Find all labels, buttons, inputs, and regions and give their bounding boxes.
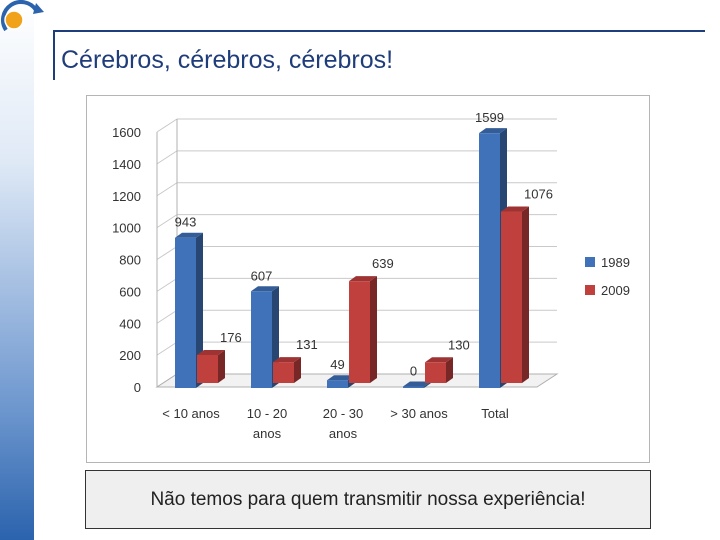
bar-1989 [327,380,348,388]
bar-side [424,381,431,388]
data-label: 49 [330,357,344,372]
bar-top [349,276,377,282]
bar-top [251,286,279,292]
caption-box: Não temos para quem transmitir nossa exp… [85,470,651,529]
bar-top [175,232,203,238]
y-tick-label: 400 [119,316,141,331]
bar-chart: 0 200 400 600 800 1000 1200 1400 1600 943 176 < 10 … [112,110,630,441]
gridline-side [156,246,178,260]
bar-top [403,381,431,387]
y-tick-label: 600 [119,284,141,299]
y-tick-label: 1600 [112,125,141,140]
logo-icon [0,0,44,32]
x-tick-label: Total [481,406,509,421]
y-tick-label: 0 [134,380,141,395]
bar-top [327,375,355,381]
y-tick-label: 1400 [112,157,141,172]
gridline-side [156,309,178,324]
bar-side [370,276,377,383]
bar-1989 [403,386,424,388]
data-label: 639 [372,256,394,271]
legend-label: 2009 [601,283,630,298]
y-tick-label: 800 [119,253,141,268]
title-frame [53,30,705,80]
x-tick-label: anos [253,426,282,441]
legend-swatch-2009 [585,285,595,295]
gridline-side [156,214,178,229]
bar-1989 [479,133,500,388]
x-tick-label: < 10 anos [162,406,220,421]
data-label: 131 [296,337,318,352]
bar-2009 [501,211,522,383]
x-tick-label: 10 - 20 [247,406,287,421]
bar-1989 [175,237,196,388]
bar-2009 [197,354,218,383]
bar-top [425,357,453,363]
x-tick-label: anos [329,426,358,441]
data-label: 1076 [524,187,553,202]
bar-top [479,128,507,134]
chart-container: 0 200 400 600 800 1000 1200 1400 1600 943 176 < 10 … [86,95,650,463]
bar-2009 [273,362,294,383]
bar-top [501,206,529,212]
y-tick-label: 1000 [112,221,141,236]
x-tick-label: > 30 anos [390,406,448,421]
legend-swatch-1989 [585,257,595,267]
side-gradient-bar [0,0,34,540]
data-label: 176 [220,330,242,345]
gridline-side [156,182,178,197]
data-label: 943 [175,215,197,230]
gridline-side [156,341,178,356]
bar-side [196,232,203,388]
gridline-side [156,118,178,133]
bar-2009 [425,362,446,383]
caption-text: Não temos para quem transmitir nossa exp… [150,488,586,510]
y-tick-label: 200 [119,348,141,363]
data-label: 0 [410,364,417,379]
bar-top [197,349,225,355]
legend-label: 1989 [601,255,630,270]
bar-side [218,349,225,383]
x-tick-label: 20 - 30 [323,406,363,421]
page-title: Cérebros, cérebros, cérebros! [61,46,394,74]
y-tick-label: 1200 [112,189,141,204]
bar-2009 [349,281,370,383]
bar-side [522,206,529,383]
bar-top [273,357,301,363]
bar-side [294,357,301,383]
gridline-side [156,150,178,165]
bar-side [446,357,453,383]
data-label: 130 [448,337,470,352]
gridline-side [156,277,178,292]
bar-1989 [251,291,272,388]
data-label: 607 [251,268,273,283]
data-label: 1599 [475,110,504,125]
